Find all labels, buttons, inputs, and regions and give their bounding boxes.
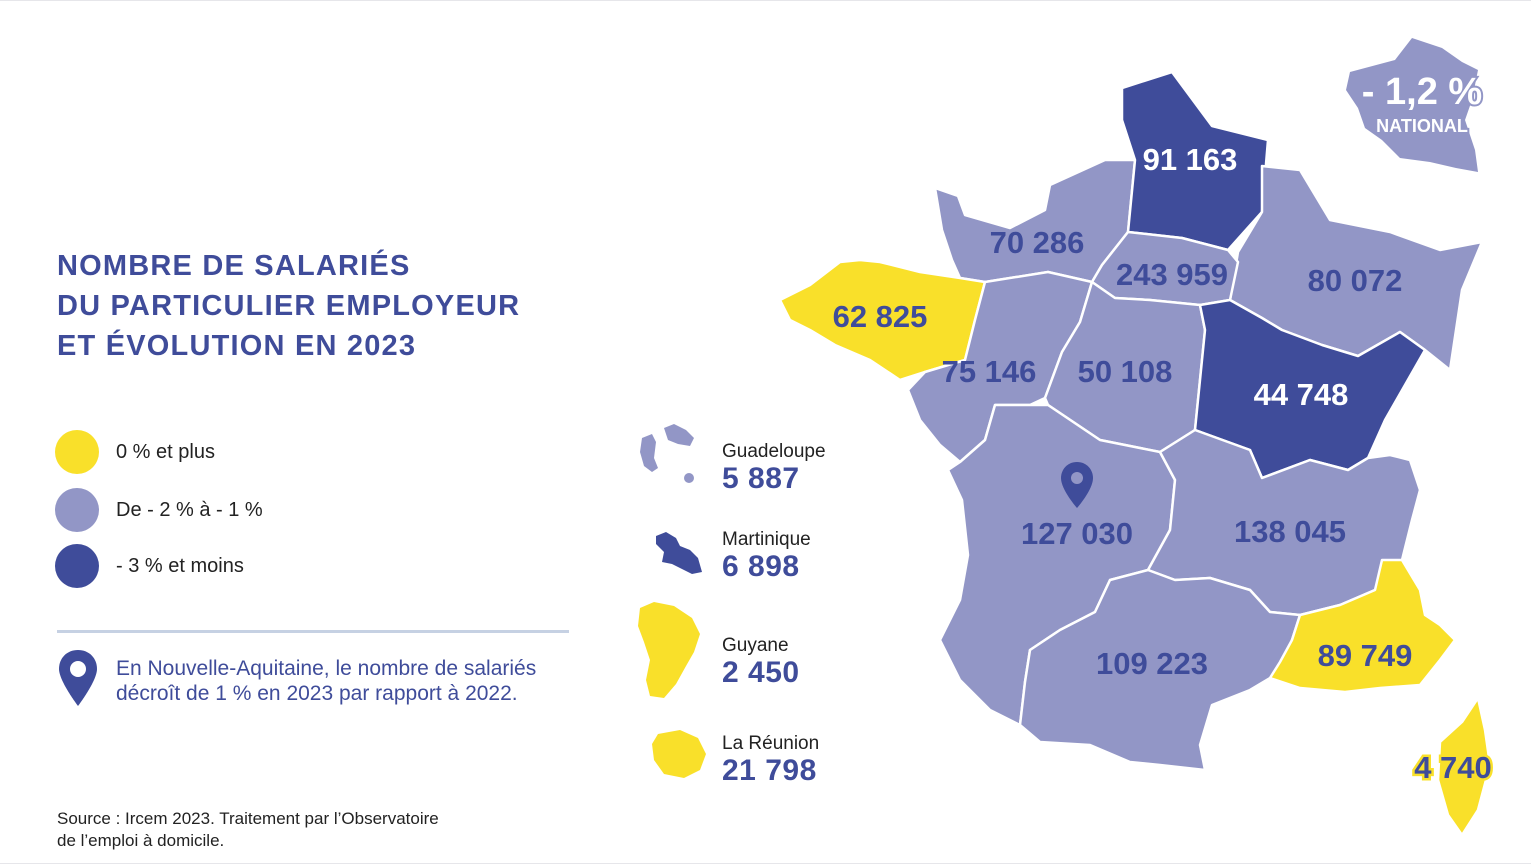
- value-normandie: 70 286: [990, 225, 1085, 260]
- source-text: Source : Ircem 2023. Traitement par l’Ob…: [57, 808, 439, 852]
- martinique-shape: [656, 532, 702, 574]
- value-hauts-de-france: 91 163: [1143, 142, 1238, 177]
- legend-label: De - 2 % à - 1 %: [116, 498, 263, 521]
- value-occitanie: 109 223: [1096, 646, 1208, 681]
- location-pin-icon: [59, 650, 97, 706]
- martinique-name: Martinique: [722, 529, 811, 550]
- value-paca: 89 749: [1318, 638, 1413, 673]
- legend-label: - 3 % et moins: [116, 554, 244, 577]
- legend-item-moderate: De - 2 % à - 1 %: [55, 488, 263, 532]
- legend-item-positive: 0 % et plus: [55, 430, 215, 474]
- location-pin-icon: [1061, 462, 1093, 508]
- guyane-name: Guyane: [722, 635, 789, 656]
- reunion-shape: [652, 730, 706, 778]
- national-label: NATIONAL: [1376, 116, 1468, 136]
- value-nouvelle-aquitaine: 127 030: [1021, 516, 1133, 551]
- guyane-value: 2 450: [722, 656, 800, 689]
- national-value: - 1,2 %: [1362, 71, 1482, 113]
- guadeloupe-name: Guadeloupe: [722, 441, 826, 462]
- legend-item-strong: - 3 % et moins: [55, 544, 244, 588]
- title-line-1: NOMBRE DE SALARIÉS: [57, 250, 411, 282]
- title-line-3: ET ÉVOLUTION EN 2023: [57, 330, 417, 362]
- value-corse: 4 740: [1414, 750, 1492, 785]
- martinique-value: 6 898: [722, 550, 800, 583]
- legend-swatch-light-blue: [55, 488, 99, 532]
- value-bretagne: 62 825: [833, 299, 928, 334]
- region-bourgogne-franche-comte: [1193, 298, 1427, 480]
- national-mini-map: [1346, 38, 1478, 172]
- legend-swatch-yellow: [55, 430, 99, 474]
- reunion-value: 21 798: [722, 754, 817, 787]
- region-paca: [1268, 558, 1457, 694]
- title-line-2: DU PARTICULIER EMPLOYEUR: [57, 290, 521, 322]
- guyane-shape: [638, 602, 700, 698]
- reunion-name: La Réunion: [722, 733, 820, 754]
- value-centre-val-de-loire: 50 108: [1078, 354, 1173, 389]
- region-corse: [1436, 696, 1492, 837]
- legend-label: 0 % et plus: [116, 440, 215, 463]
- value-grand-est: 80 072: [1308, 263, 1403, 298]
- value-pays-de-la-loire: 75 146: [942, 354, 1037, 389]
- divider: [57, 630, 569, 633]
- value-auvergne-rhone-alpes: 138 045: [1234, 514, 1346, 549]
- page-title: NOMBRE DE SALARIÉS DU PARTICULIER EMPLOY…: [57, 246, 520, 366]
- value-bourgogne-franche-comte: 44 748: [1254, 377, 1349, 412]
- guadeloupe-shape: [640, 424, 694, 483]
- source-line-1: Source : Ircem 2023. Traitement par l’Ob…: [57, 809, 439, 828]
- source-line-2: de l’emploi à domicile.: [57, 831, 225, 850]
- value-ile-de-france: 243 959: [1116, 257, 1228, 292]
- legend-swatch-dark-blue: [55, 544, 99, 588]
- note-text: En Nouvelle-Aquitaine, le nombre de sala…: [116, 657, 537, 705]
- guadeloupe-value: 5 887: [722, 462, 800, 495]
